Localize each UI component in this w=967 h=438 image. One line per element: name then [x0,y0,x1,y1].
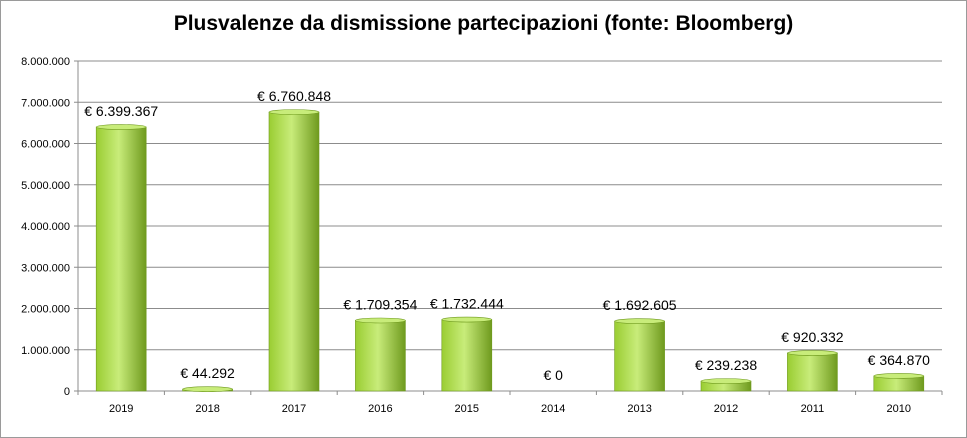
y-tick-label: 5.000.000 [21,180,70,192]
y-tick-label: 0 [64,386,70,398]
x-tick-label: 2015 [455,403,479,415]
bar-top [268,109,320,115]
bar [787,352,838,392]
bar-top [614,318,665,324]
data-label: € 6.399.367 [84,103,158,119]
bar-top [355,317,406,324]
y-tick-label: 8.000.000 [21,56,70,68]
y-tick-label: 6.000.000 [21,139,70,151]
data-label: € 920.332 [781,329,843,345]
data-label: € 6.760.848 [257,88,331,104]
bar-top [700,378,752,384]
y-tick-label: 4.000.000 [21,221,70,233]
data-label: € 0 [543,367,563,383]
bar [614,320,665,392]
bar-top [441,316,493,323]
x-tick-label: 2014 [541,403,565,415]
data-label: € 44.292 [180,365,235,381]
y-tick-label: 3.000.000 [21,262,70,274]
chart-title: Plusvalenze da dismissione partecipazion… [173,12,794,35]
bar [441,319,493,392]
x-tick-label: 2010 [887,403,911,415]
data-label: € 1.692.605 [603,297,677,313]
x-tick-label: 2013 [627,403,651,415]
labels: 0 1.000.000 2.000.000 3.000.000 4.000.000 5.0… [21,56,930,415]
bar [95,126,147,392]
x-tick-label: 2019 [109,403,133,415]
x-tick-label: 2016 [368,403,392,415]
gridlines [78,60,942,351]
bar-top [182,386,233,392]
bars [95,109,925,392]
data-label: € 239.238 [695,357,757,373]
bar [355,320,406,392]
data-label: € 364.870 [868,352,930,368]
x-tick-label: 2017 [282,403,306,415]
bar-top [95,124,147,130]
x-tick-label: 2011 [801,403,825,415]
y-tick-label: 1.000.000 [21,345,70,357]
y-tick-label: 2.000.000 [21,304,70,316]
bar-top [873,373,925,379]
y-tick-label: 7.000.000 [21,97,70,109]
x-tick-label: 2012 [714,403,738,415]
bar [268,111,320,392]
data-label: € 1.732.444 [430,296,504,312]
x-tick-label: 2018 [195,403,219,415]
data-label: € 1.709.354 [343,296,417,312]
bar-top [787,350,838,356]
